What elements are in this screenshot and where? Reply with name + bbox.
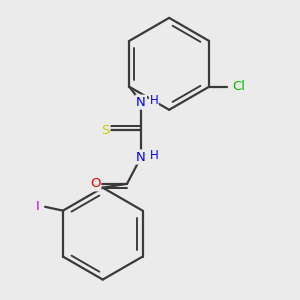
Text: N: N <box>136 96 146 109</box>
Text: I: I <box>36 200 39 213</box>
Text: Cl: Cl <box>232 80 245 93</box>
Text: O: O <box>90 177 101 190</box>
Text: H: H <box>149 149 158 162</box>
Text: N: N <box>136 151 146 164</box>
Text: H: H <box>149 94 158 107</box>
Text: S: S <box>101 124 110 137</box>
